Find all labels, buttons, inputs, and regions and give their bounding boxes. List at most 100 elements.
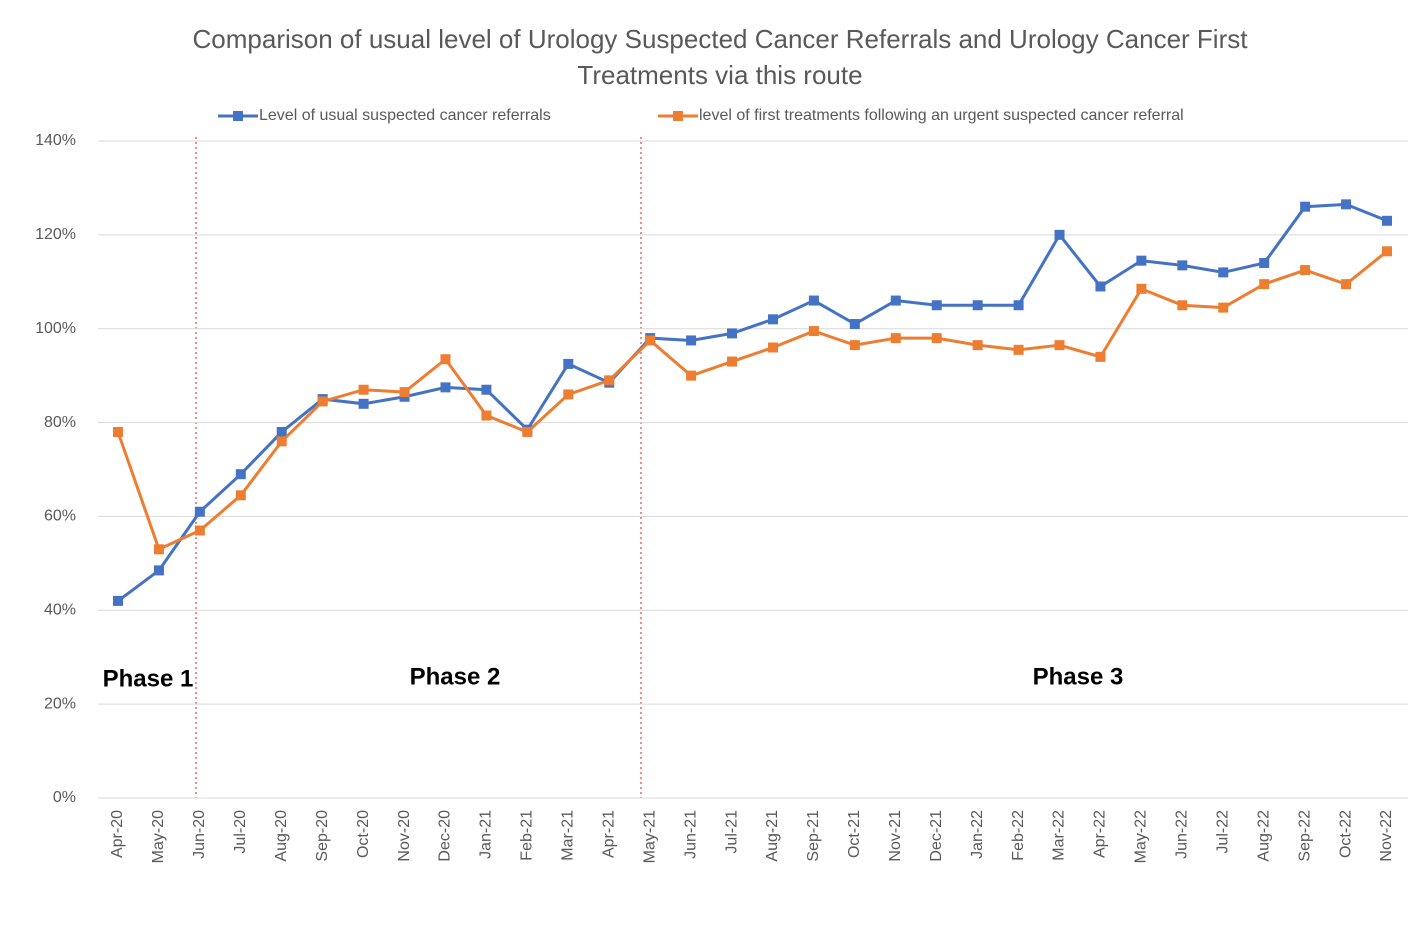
data-point [849, 340, 860, 351]
x-tick-label: Oct-22 [1337, 810, 1354, 858]
x-tick-label: Jan-21 [478, 810, 495, 859]
x-tick-label: Jul-21 [723, 810, 740, 854]
data-point [1136, 255, 1147, 266]
data-point [1300, 201, 1311, 212]
x-tick-label: May-22 [1133, 810, 1150, 863]
x-tick-label: Sep-20 [314, 810, 331, 862]
x-tick-label: Aug-20 [273, 810, 290, 862]
data-point [235, 469, 246, 480]
x-tick-label: Feb-21 [519, 810, 536, 861]
data-point [890, 333, 901, 344]
y-tick-label: 60% [44, 508, 76, 525]
x-tick-label: Apr-20 [109, 810, 126, 858]
data-point [972, 300, 983, 311]
data-point [1300, 265, 1311, 276]
data-point [440, 382, 451, 393]
x-tick-label: Oct-20 [355, 810, 372, 858]
data-point [1177, 260, 1188, 271]
data-point [399, 387, 410, 398]
x-tick-label: Jun-21 [682, 810, 699, 859]
x-tick-label: Sep-22 [1296, 810, 1313, 862]
chart-title: Comparison of usual level of Urology Sus… [193, 24, 1249, 90]
legend-label: Level of usual suspected cancer referral… [259, 107, 551, 124]
x-tick-label: Nov-21 [887, 810, 904, 862]
data-point [972, 340, 983, 351]
data-point [727, 328, 738, 339]
data-point [1177, 300, 1188, 311]
x-tick-label: Jan-22 [969, 810, 986, 859]
legend-label: level of first treatments following an u… [699, 107, 1184, 124]
data-point [1218, 302, 1229, 313]
data-point [563, 358, 574, 369]
y-tick-label: 120% [35, 226, 76, 243]
x-tick-label: Nov-22 [1378, 810, 1395, 862]
x-tick-label: Jul-20 [232, 810, 249, 854]
data-point [1013, 344, 1024, 355]
data-point [808, 295, 819, 306]
x-tick-label: Nov-20 [396, 810, 413, 862]
data-point [358, 398, 369, 409]
data-point [1341, 199, 1352, 210]
x-tick-label: May-21 [641, 810, 658, 863]
data-point [481, 410, 492, 421]
data-point [1054, 229, 1065, 240]
x-tick-label: Jun-20 [191, 810, 208, 859]
data-point [645, 335, 656, 346]
data-point [1136, 283, 1147, 294]
data-point [1054, 340, 1065, 351]
x-tick-label: Jul-22 [1214, 810, 1231, 854]
data-point [686, 370, 697, 381]
y-tick-label: 0% [53, 789, 76, 806]
x-tick-label: Feb-22 [1010, 810, 1027, 861]
data-point [113, 426, 123, 437]
y-tick-label: 100% [35, 320, 76, 337]
x-tick-label: Mar-22 [1051, 810, 1068, 861]
x-tick-label: Aug-21 [764, 810, 781, 862]
data-point [563, 389, 574, 400]
x-tick-label: Apr-21 [600, 810, 617, 858]
data-point [686, 335, 697, 346]
data-point [153, 565, 164, 576]
x-tick-label: Oct-21 [846, 810, 863, 858]
data-point [767, 342, 778, 353]
data-point [890, 295, 901, 306]
data-point [1259, 279, 1270, 290]
data-point [194, 525, 205, 536]
data-point [1218, 267, 1229, 278]
legend-marker [233, 111, 243, 121]
data-point [1095, 351, 1106, 362]
x-tick-label: Sep-21 [805, 810, 822, 862]
data-point [1382, 215, 1392, 226]
x-tick-label: Dec-20 [437, 810, 454, 862]
data-point [1341, 279, 1352, 290]
data-point [481, 384, 492, 395]
legend-marker [673, 111, 683, 121]
data-point [1382, 246, 1392, 257]
data-point [727, 356, 738, 367]
data-point [522, 426, 533, 437]
data-point [153, 544, 164, 555]
data-point [194, 506, 205, 517]
phase-label: Phase 2 [410, 663, 501, 690]
data-point [931, 300, 942, 311]
data-point [767, 314, 778, 325]
y-tick-label: 20% [44, 695, 76, 712]
y-tick-label: 140% [35, 132, 76, 149]
x-tick-label: Mar-21 [560, 810, 577, 861]
x-tick-label: Aug-22 [1255, 810, 1272, 862]
data-point [276, 426, 287, 437]
phase-label: Phase 3 [1033, 663, 1124, 690]
data-point [931, 333, 942, 344]
data-point [1013, 300, 1024, 311]
data-point [440, 354, 451, 365]
data-point [849, 319, 860, 330]
data-point [1095, 281, 1106, 292]
phase-label: Phase 1 [103, 665, 194, 692]
data-point [276, 436, 287, 447]
y-tick-label: 40% [44, 602, 76, 619]
series-line [116, 250, 1388, 552]
x-tick-label: May-20 [150, 810, 167, 863]
data-point [358, 384, 369, 395]
